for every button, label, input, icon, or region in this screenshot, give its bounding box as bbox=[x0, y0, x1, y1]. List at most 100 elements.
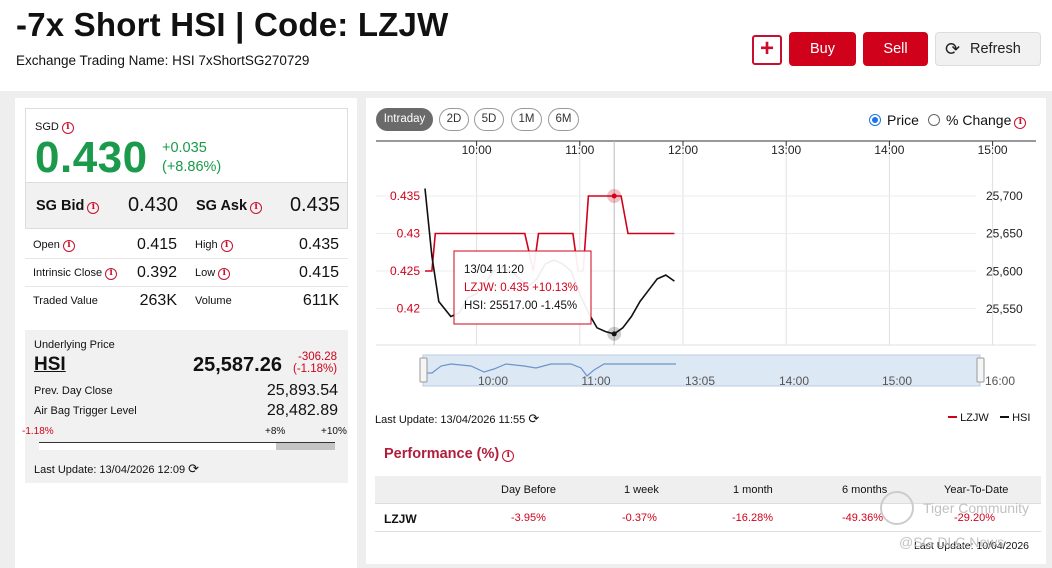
sell-button[interactable]: Sell bbox=[863, 32, 928, 66]
refresh-label: Refresh bbox=[970, 41, 1021, 57]
buy-button[interactable]: Buy bbox=[789, 32, 856, 66]
hsi-hover-point bbox=[611, 331, 617, 337]
intrinsic-close-label: Intrinsic Close i bbox=[33, 267, 118, 280]
tab-1m[interactable]: 1M bbox=[511, 108, 542, 131]
performance-title-text: Performance (%) bbox=[384, 446, 500, 462]
low-value: 0.415 bbox=[298, 264, 339, 281]
info-icon[interactable]: i bbox=[218, 268, 231, 280]
chart-last-update-text: Last Update: 13/04/2026 11:55 bbox=[375, 414, 526, 426]
intrinsic-close-value: 0.392 bbox=[136, 264, 177, 281]
underlying-last-update-text: Last Update: 13/04/2026 12:09 bbox=[34, 464, 186, 476]
radio-price-label: Price bbox=[887, 112, 919, 128]
underlying-price: 25,587.26 bbox=[193, 354, 282, 376]
prev-close-label: Prev. Day Close bbox=[34, 385, 113, 397]
traded-value: 263K bbox=[139, 292, 177, 309]
navigator-series bbox=[423, 363, 676, 377]
watermark-brand: Tiger Community bbox=[923, 500, 1030, 516]
info-icon[interactable]: i bbox=[62, 240, 75, 252]
performance-last-update: Last Update: 10/04/2026 bbox=[914, 540, 1030, 552]
column-header: Day Before bbox=[501, 484, 557, 496]
legend-lzjw[interactable]: LZJW bbox=[948, 412, 989, 424]
open-label: Open i bbox=[33, 239, 75, 252]
info-icon[interactable]: i bbox=[250, 202, 263, 214]
refresh-icon: ⟳ bbox=[945, 39, 961, 59]
radio-price-indicator bbox=[869, 114, 881, 126]
underlying-link[interactable]: HSI bbox=[34, 354, 66, 375]
page-title: -7x Short HSI | Code: LZJW bbox=[16, 6, 449, 43]
bid-label: SG Bid i bbox=[36, 198, 100, 214]
price-box: SGD i 0.430 +0.035 (+8.86%) bbox=[25, 108, 348, 183]
stat-row: Intrinsic Close i 0.392 Low i 0.415 bbox=[25, 259, 348, 287]
chart-tooltip bbox=[453, 250, 592, 325]
last-price: 0.430 bbox=[35, 133, 148, 182]
refresh-icon[interactable]: ⟳ bbox=[188, 461, 200, 476]
low-label: Low i bbox=[195, 267, 231, 280]
radio-pct-change-text: % Change bbox=[946, 112, 1012, 128]
price-change-abs: +0.035 bbox=[162, 140, 207, 156]
volume-label: Volume bbox=[195, 295, 232, 307]
y-left-tick-label: 0.43 bbox=[397, 227, 421, 241]
x-tick-label: 10:00 bbox=[462, 143, 492, 157]
x-tick-label: 15:00 bbox=[978, 143, 1008, 157]
bar-current-label: -1.18% bbox=[22, 426, 54, 437]
info-icon[interactable]: i bbox=[502, 450, 515, 462]
radio-pct-change-label: % Change i bbox=[946, 112, 1027, 129]
chart-panel: Intraday 2D 5D 1M 6M Price % Change i 10:… bbox=[366, 98, 1046, 564]
refresh-icon[interactable]: ⟳ bbox=[528, 411, 540, 426]
info-icon[interactable]: i bbox=[87, 202, 100, 214]
bid-value: 0.430 bbox=[127, 194, 178, 216]
row-name: LZJW bbox=[384, 512, 417, 526]
radio-pct-change-indicator bbox=[928, 114, 940, 126]
exchange-trading-name: Exchange Trading Name: HSI 7xShortSG2707… bbox=[16, 53, 310, 68]
legend-lzjw-swatch bbox=[948, 416, 957, 418]
traded-value-label: Traded Value bbox=[33, 295, 98, 307]
info-icon[interactable]: i bbox=[220, 240, 233, 252]
bar-max-label: +10% bbox=[321, 426, 347, 437]
y-right-tick-label: 25,650 bbox=[986, 227, 1023, 241]
stat-label: Intrinsic Close bbox=[33, 267, 103, 279]
performance-table: Day Before 1 week 1 month 6 months Year-… bbox=[375, 476, 1041, 532]
tooltip-hsi: HSI: 25517.00 -1.45% bbox=[464, 300, 577, 312]
legend-hsi[interactable]: HSI bbox=[1000, 412, 1030, 424]
lzjw-hover-point bbox=[611, 193, 617, 199]
navigator-label: 10:00 bbox=[478, 374, 508, 388]
tab-5d[interactable]: 5D bbox=[474, 108, 504, 131]
intraday-chart[interactable]: 10:0011:0012:0013:0014:0015:0016:000.435… bbox=[366, 98, 1046, 398]
legend-lzjw-label: LZJW bbox=[960, 412, 989, 424]
info-icon[interactable]: i bbox=[1014, 117, 1027, 129]
underlying-last-update: Last Update: 13/04/2026 12:09 ⟳ bbox=[34, 461, 199, 477]
stat-row: Open i 0.415 High i 0.435 bbox=[25, 231, 348, 259]
navigator-label: 13:05 bbox=[685, 374, 715, 388]
ask-label: SG Ask i bbox=[196, 198, 263, 214]
info-icon[interactable]: i bbox=[105, 268, 118, 280]
info-icon[interactable]: i bbox=[61, 122, 74, 134]
tab-2d[interactable]: 2D bbox=[439, 108, 469, 131]
watermark-source: @SG DLC News bbox=[899, 534, 1005, 550]
add-watchlist-button[interactable]: + bbox=[752, 35, 782, 65]
y-right-tick-label: 25,600 bbox=[986, 264, 1023, 278]
y-left-tick-label: 0.42 bbox=[397, 302, 421, 316]
x-tick-label: 12:00 bbox=[668, 143, 698, 157]
airbag-label: Air Bag Trigger Level bbox=[34, 405, 137, 417]
column-header: 1 week bbox=[624, 484, 659, 496]
underlying-change: -306.28 (-1.18%) bbox=[293, 351, 337, 375]
tab-intraday[interactable]: Intraday bbox=[376, 108, 433, 131]
tab-6m[interactable]: 6M bbox=[548, 108, 579, 131]
performance-header: Day Before 1 week 1 month 6 months Year-… bbox=[375, 476, 1041, 504]
underlying-change-pct: (-1.18%) bbox=[293, 363, 338, 375]
airbag-zone-bar bbox=[276, 442, 335, 450]
navigator-label: 15:00 bbox=[882, 374, 912, 388]
navigator-label: 11:00 bbox=[581, 374, 610, 388]
x-tick-label: 11:00 bbox=[565, 143, 594, 157]
price-change: +0.035 (+8.86%) bbox=[162, 139, 221, 177]
column-header: 1 month bbox=[733, 484, 773, 496]
underlying-label: Underlying Price bbox=[34, 339, 115, 351]
cell-value: -16.28% bbox=[732, 512, 773, 524]
volume-value: 611K bbox=[302, 292, 339, 309]
x-tick-label: 13:00 bbox=[771, 143, 801, 157]
bid-ask-row: SG Bid i 0.430 SG Ask i 0.435 bbox=[25, 183, 348, 229]
stat-label: High bbox=[195, 239, 218, 251]
refresh-button[interactable]: ⟳ Refresh bbox=[935, 32, 1041, 66]
column-header: Year-To-Date bbox=[944, 484, 1009, 496]
y-right-tick-label: 25,550 bbox=[986, 302, 1023, 316]
